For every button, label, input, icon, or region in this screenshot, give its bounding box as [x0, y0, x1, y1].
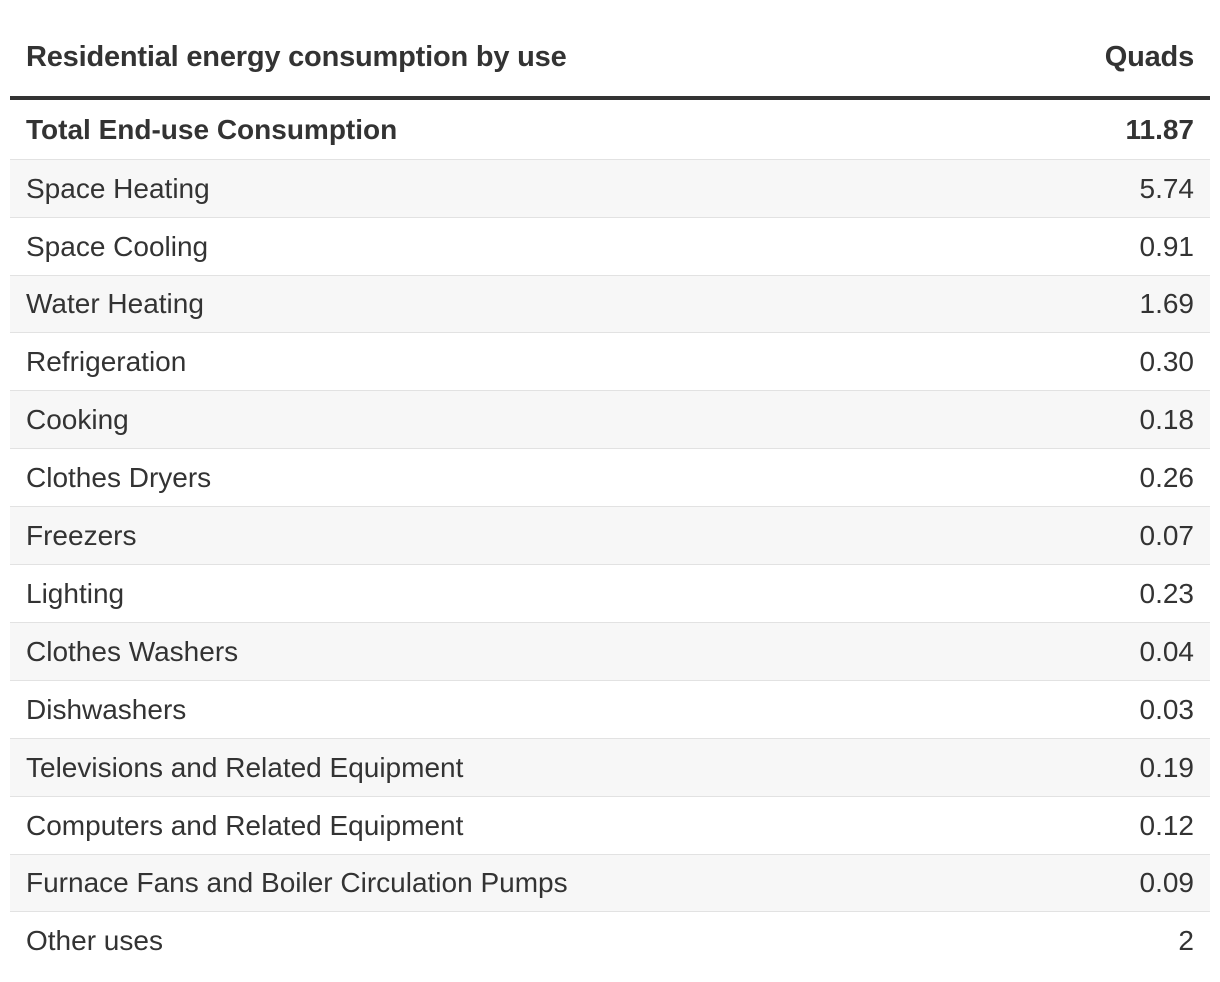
- row-value: 0.19: [1139, 751, 1195, 783]
- row-label: Computers and Related Equipment: [26, 809, 464, 841]
- row-label: Other uses: [26, 925, 163, 956]
- row-value: 0.09: [1139, 867, 1195, 898]
- table-body: Total End-use Consumption 11.87 Space Heat…: [10, 100, 1210, 970]
- row-value: 5.74: [1139, 172, 1195, 204]
- table-row: Lighting 0.23: [10, 565, 1210, 623]
- table-row: Cooking 0.18: [10, 391, 1210, 449]
- row-value: 0.26: [1139, 461, 1195, 493]
- table-row: Furnace Fans and Boiler Circulation Pump…: [10, 855, 1210, 912]
- table-row: Space Cooling 0.91: [10, 218, 1210, 276]
- row-label: Water Heating: [26, 288, 204, 319]
- row-value: 0.03: [1139, 693, 1195, 725]
- row-value: 0.23: [1139, 577, 1195, 609]
- row-label: Refrigeration: [26, 345, 187, 377]
- row-value: 0.04: [1139, 635, 1195, 667]
- row-label: Dishwashers: [26, 693, 187, 725]
- row-value: 2: [1178, 925, 1194, 956]
- table-header: Residential energy consumption by use Qu…: [10, 0, 1210, 100]
- row-label: Total End-use Consumption: [26, 113, 398, 145]
- row-value: 1.69: [1139, 288, 1195, 319]
- header-value: Quads: [1104, 41, 1194, 73]
- row-value: 0.12: [1139, 809, 1195, 841]
- row-label: Space Heating: [26, 172, 210, 204]
- table-row: Space Heating 5.74: [10, 160, 1210, 218]
- table-row: Freezers 0.07: [10, 507, 1210, 565]
- row-label: Clothes Dryers: [26, 461, 212, 493]
- row-label: Televisions and Related Equipment: [26, 751, 464, 783]
- table-row: Televisions and Related Equipment 0.19: [10, 739, 1210, 797]
- total-row: Total End-use Consumption 11.87: [10, 100, 1210, 160]
- row-label: Freezers: [26, 519, 137, 551]
- row-label: Clothes Washers: [26, 635, 239, 667]
- row-value: 0.91: [1139, 230, 1195, 262]
- row-value: 0.30: [1139, 345, 1195, 377]
- energy-table: Residential energy consumption by use Qu…: [10, 0, 1210, 970]
- row-value: 11.87: [1125, 113, 1194, 145]
- row-label: Lighting: [26, 577, 125, 609]
- row-value: 0.07: [1139, 519, 1195, 551]
- table-row: Other uses 2: [10, 912, 1210, 970]
- table-row: Computers and Related Equipment 0.12: [10, 797, 1210, 855]
- table-row: Dishwashers 0.03: [10, 681, 1210, 739]
- table-row: Refrigeration 0.30: [10, 333, 1210, 391]
- table-row: Clothes Washers 0.04: [10, 623, 1210, 681]
- table-row: Clothes Dryers 0.26: [10, 449, 1210, 507]
- row-label: Space Cooling: [26, 230, 209, 262]
- row-label: Cooking: [26, 403, 129, 435]
- row-value: 0.18: [1139, 403, 1195, 435]
- header-label: Residential energy consumption by use: [26, 41, 567, 73]
- table-row: Water Heating 1.69: [10, 276, 1210, 333]
- row-label: Furnace Fans and Boiler Circulation Pump…: [26, 867, 568, 898]
